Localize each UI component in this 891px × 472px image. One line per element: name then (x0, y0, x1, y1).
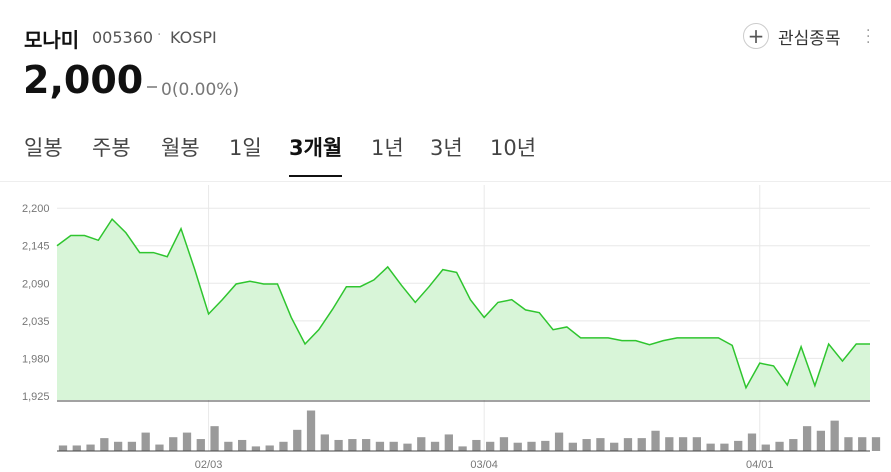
volume-bar (871, 437, 881, 451)
volume-bar (251, 446, 261, 451)
volume-bar (844, 437, 853, 451)
volume-bar (182, 432, 192, 451)
volume-bar (582, 439, 591, 451)
volume-bar (430, 441, 440, 451)
volume-bar (802, 426, 812, 451)
volume-bar (265, 445, 274, 451)
x-tick-label: 02/03 (195, 459, 223, 471)
y-tick-label: 2,090 (22, 278, 50, 290)
y-tick-label: 1,925 (22, 391, 50, 403)
volume-bar (513, 442, 522, 451)
volume-bar (196, 439, 205, 451)
volume-bar (155, 444, 164, 451)
volume-bar (389, 441, 398, 451)
watch-icon[interactable]: + (743, 23, 769, 49)
y-tick-label: 1,980 (22, 353, 50, 365)
tab[interactable]: 월봉 (161, 136, 200, 160)
volume-bar (747, 433, 757, 451)
volume-bar (224, 441, 233, 451)
separator: · (157, 27, 162, 43)
volume-bar (306, 410, 316, 451)
stock-name: 모나미 (24, 28, 80, 52)
stock-code: 005360 (92, 28, 154, 47)
volume-bar (444, 434, 453, 451)
volume-bar (789, 439, 798, 451)
volume-bar (100, 438, 109, 451)
change: 0(0.00%) (161, 80, 240, 100)
volume-bar (720, 443, 729, 451)
volume-bar (320, 434, 329, 451)
volume-bar (348, 439, 357, 451)
volume-bar (72, 445, 81, 451)
tab[interactable]: 3개월 (289, 132, 343, 177)
volume-bar (734, 440, 743, 451)
volume-bar (472, 439, 481, 451)
tab[interactable]: 1년 (371, 136, 404, 160)
volume-bar (499, 437, 509, 451)
x-tick-label: 03/04 (470, 459, 498, 471)
volume-bar (403, 443, 412, 451)
volume-bar (169, 437, 178, 451)
tab[interactable]: 일봉 (24, 136, 63, 160)
volume-bar (86, 444, 95, 451)
volume-bar (113, 441, 123, 451)
x-tick-label: 04/01 (746, 459, 774, 471)
line (56, 217, 870, 390)
tab[interactable]: 1일 (229, 136, 262, 160)
volume-bar (375, 441, 385, 451)
volume-bar (210, 426, 219, 451)
divider (0, 181, 891, 182)
volume-bar (141, 432, 150, 451)
volume-bar (692, 437, 701, 451)
volume-bar (238, 439, 247, 451)
more-menu[interactable]: · · · (866, 23, 871, 51)
volume-bar (775, 441, 784, 451)
volume-bar (706, 443, 715, 451)
y-tick-label: 2,035 (22, 316, 50, 328)
y-tick-label: 2,145 (22, 241, 50, 253)
volume-bar (623, 438, 633, 451)
volume-bar (816, 430, 826, 451)
volume-bar (678, 437, 688, 451)
y-tick-label: 2,200 (22, 203, 50, 215)
volume-bar (279, 441, 288, 451)
volume-bar (830, 420, 839, 451)
flat-icon (147, 86, 157, 88)
volume-bar (665, 437, 674, 451)
volume-bar (334, 439, 343, 451)
volume-bar (858, 437, 867, 451)
tab[interactable]: 주봉 (92, 136, 131, 160)
volume-bar (486, 441, 495, 451)
volume-bar (458, 446, 467, 451)
volume-bar (761, 444, 770, 451)
market: KOSPI (170, 28, 217, 47)
volume-bar (293, 429, 302, 451)
watch-button[interactable]: 관심종목 (778, 29, 841, 49)
volume-bar (527, 441, 536, 451)
volume-bar (637, 438, 646, 451)
volume-bar (58, 445, 68, 451)
price: 2,000 (23, 58, 144, 102)
volume-bar (554, 432, 564, 451)
volume-bar (651, 430, 660, 451)
volume-bar (568, 442, 577, 451)
volume-bar (610, 442, 619, 451)
area (57, 219, 870, 400)
volume-bar (596, 438, 605, 451)
volume-bar (127, 441, 137, 451)
volume-bar (417, 437, 426, 451)
volume-bar (541, 440, 550, 451)
volume-bar (362, 439, 371, 451)
tab[interactable]: 3년 (430, 136, 463, 160)
tab[interactable]: 10년 (490, 136, 537, 160)
